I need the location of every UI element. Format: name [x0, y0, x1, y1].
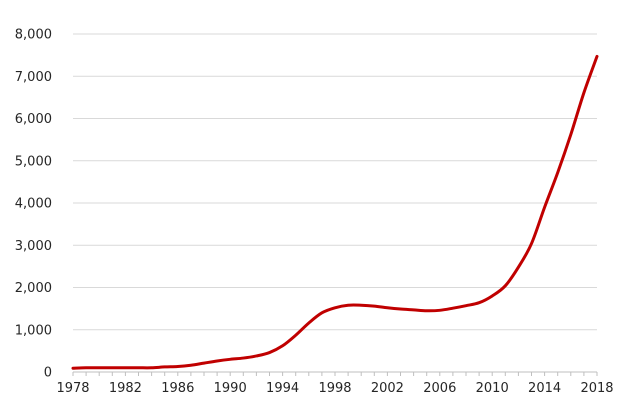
- data-point: [203, 362, 206, 365]
- y-tick-label: 2,000: [15, 281, 52, 296]
- x-tick-label: 1986: [161, 381, 194, 396]
- x-tick-label: 2006: [423, 381, 456, 396]
- data-point: [72, 367, 75, 370]
- data-point: [85, 366, 88, 369]
- x-axis-tick-labels: 1978 1982 1986 1990 1994 1998 2002 2006 2010 2014…: [56, 381, 613, 396]
- data-point: [582, 91, 585, 94]
- data-point: [281, 344, 284, 347]
- data-point: [399, 308, 402, 311]
- data-point: [176, 365, 179, 368]
- y-axis-tick-labels: 0 1,000 2,000 3,000 4,000 5,000 6,000 7,000 8,00…: [15, 28, 52, 381]
- data-point: [320, 311, 323, 314]
- data-point: [386, 306, 389, 309]
- x-tick-label: 1994: [266, 381, 299, 396]
- data-point: [189, 364, 192, 367]
- data-point: [229, 358, 232, 361]
- x-tick-label: 1978: [56, 381, 89, 396]
- data-point: [465, 304, 468, 307]
- data-point: [163, 365, 166, 368]
- y-tick-label: 4,000: [15, 197, 52, 212]
- data-point: [216, 360, 219, 363]
- y-tick-label: 8,000: [15, 28, 52, 43]
- data-point: [569, 133, 572, 136]
- data-point: [478, 301, 481, 304]
- x-tick-label: 2018: [580, 381, 613, 396]
- gridlines: [73, 33, 597, 331]
- data-point: [438, 309, 441, 312]
- data-point: [98, 366, 101, 369]
- data-point: [360, 304, 363, 307]
- y-tick-label: 3,000: [15, 239, 52, 254]
- data-point: [556, 171, 559, 174]
- series-line-0: [71, 54, 599, 370]
- data-point: [425, 309, 428, 312]
- y-tick-label: 7,000: [15, 70, 52, 85]
- data-point: [150, 366, 153, 369]
- data-point: [255, 354, 258, 357]
- data-point: [347, 304, 350, 307]
- data-point: [373, 305, 376, 308]
- y-tick-label: 1,000: [15, 323, 52, 338]
- y-tick-label: 6,000: [15, 112, 52, 127]
- data-point: [491, 294, 494, 297]
- data-point: [412, 308, 415, 311]
- data-point: [451, 307, 454, 310]
- data-point: [294, 334, 297, 337]
- data-point: [517, 266, 520, 269]
- data-point: [268, 351, 271, 354]
- y-tick-label: 0: [44, 366, 52, 381]
- data-point: [242, 357, 245, 360]
- data-point: [334, 306, 337, 309]
- data-point: [543, 206, 546, 209]
- x-axis: [72, 371, 598, 376]
- data-point: [596, 55, 599, 58]
- x-tick-label: 1990: [214, 381, 247, 396]
- x-tick-label: 2014: [528, 381, 561, 396]
- x-tick-label: 2010: [476, 381, 509, 396]
- y-tick-label: 5,000: [15, 154, 52, 169]
- data-point: [530, 242, 533, 245]
- x-tick-label: 1998: [318, 381, 351, 396]
- data-point: [307, 321, 310, 324]
- x-tick-label: 2002: [371, 381, 404, 396]
- series-lines: [71, 54, 599, 370]
- x-tick-label: 1982: [109, 381, 142, 396]
- data-point: [124, 366, 127, 369]
- data-point: [504, 284, 507, 287]
- data-point: [137, 366, 140, 369]
- data-point: [111, 366, 114, 369]
